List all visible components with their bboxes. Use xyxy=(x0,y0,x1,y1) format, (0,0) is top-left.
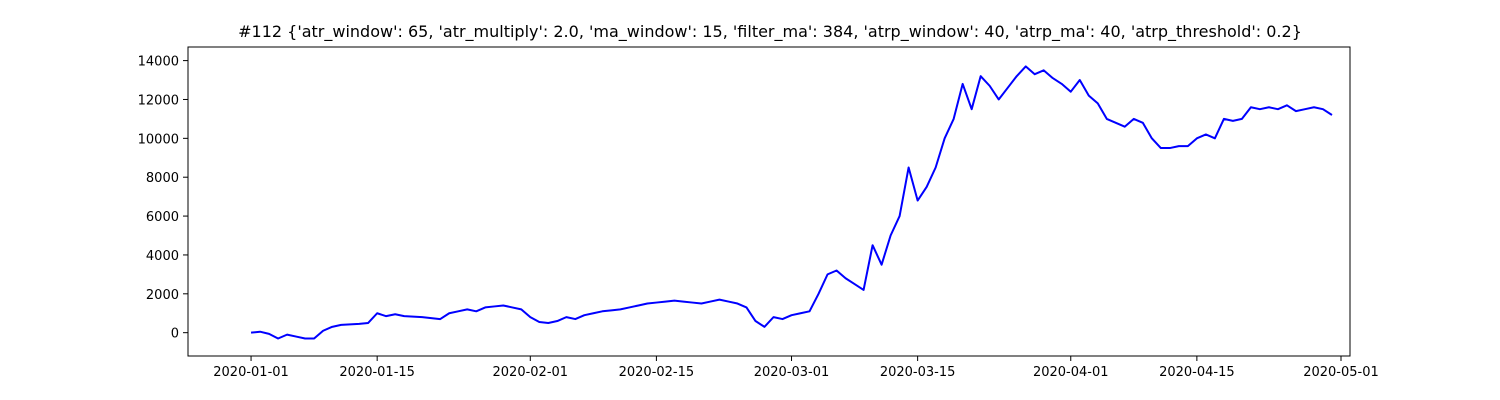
y-tick-label: 12000 xyxy=(138,93,179,108)
x-tick-label: 2020-02-01 xyxy=(493,365,569,380)
x-tick-label: 2020-01-15 xyxy=(339,365,415,380)
x-tick-label: 2020-03-15 xyxy=(880,365,956,380)
y-tick-label: 8000 xyxy=(146,171,179,186)
y-tick-label: 6000 xyxy=(146,210,179,225)
y-tick-label: 14000 xyxy=(138,55,179,70)
y-tick-label: 2000 xyxy=(146,288,179,303)
y-tick-label: 0 xyxy=(171,327,179,342)
x-tick-label: 2020-05-01 xyxy=(1303,365,1379,380)
plot-frame xyxy=(187,46,1351,357)
y-tick-label: 4000 xyxy=(146,249,179,264)
chart-title: #112 {'atr_window': 65, 'atr_multiply': … xyxy=(238,22,1302,41)
y-tick-label: 10000 xyxy=(138,132,179,147)
x-tick-label: 2020-04-15 xyxy=(1159,365,1235,380)
x-tick-label: 2020-01-01 xyxy=(213,365,289,380)
axes: 2020-01-01 2020-01-15 2020-02-01 2020-02-15… xyxy=(138,46,1379,380)
x-tick-label: 2020-02-15 xyxy=(619,365,695,380)
plot-area xyxy=(250,65,1333,340)
x-tick-label: 2020-04-01 xyxy=(1033,365,1109,380)
x-tick-label: 2020-03-01 xyxy=(754,365,830,380)
series-line-0 xyxy=(250,65,1333,340)
